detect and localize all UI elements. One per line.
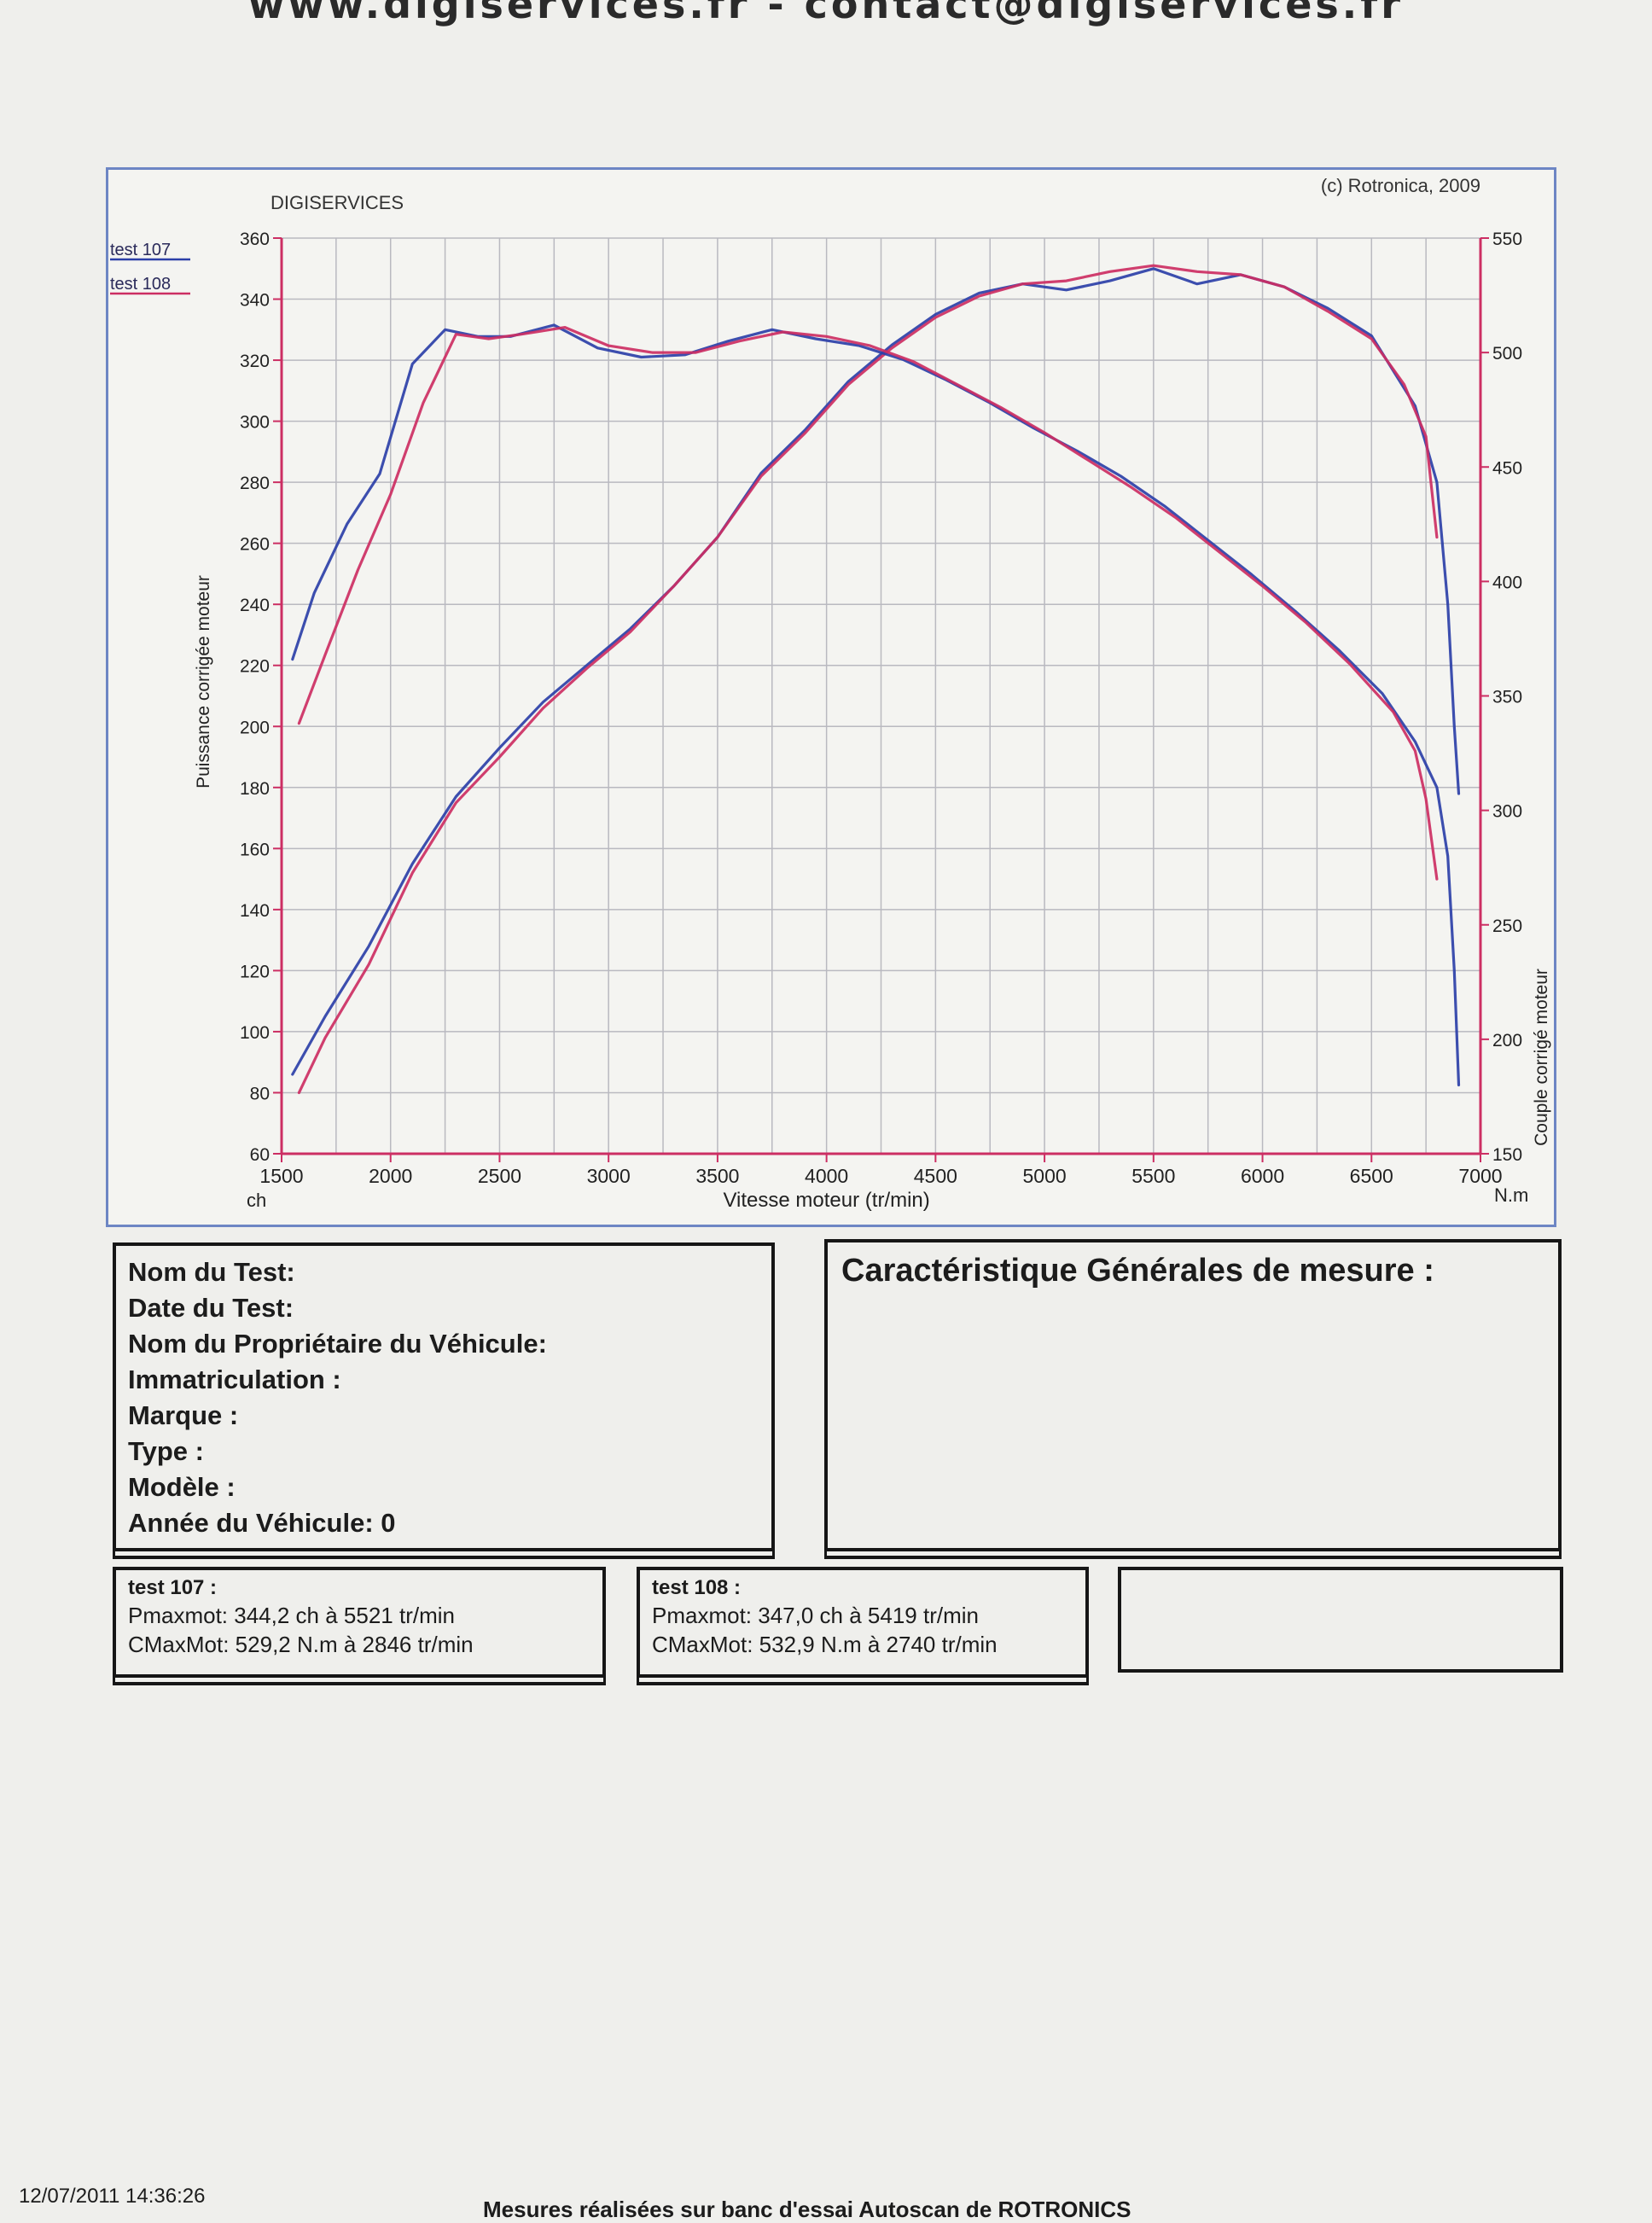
x-axis-label: Vitesse moteur (tr/min) [723,1189,929,1212]
x-tick-label: 6000 [1241,1165,1284,1187]
y-right-axis-label: Couple corrigé moteur [1532,969,1551,1146]
footer-note: Mesures réalisées sur banc d'essai Autos… [483,2197,1131,2222]
test-info-box: Nom du Test: Date du Test: Nom du Propri… [113,1242,775,1551]
measurement-box: Caractéristique Générales de mesure : [824,1239,1562,1551]
legend-label: test 107 [110,241,171,259]
y-left-tick-label: 80 [250,1084,270,1103]
y-left-tick-label: 220 [240,657,270,677]
model-label: Modèle : [128,1472,236,1502]
series-test-107-power-line [291,267,1461,1076]
y-left-tick-label: 60 [250,1145,270,1165]
brand-label: DIGISERVICES [270,192,404,213]
y-right-tick-label: 250 [1492,917,1522,936]
y-right-tick-label: 200 [1492,1031,1522,1050]
registration-label: Immatriculation : [128,1365,341,1394]
y-left-tick-label: 200 [240,718,270,737]
y-right-tick-label: 300 [1492,802,1522,822]
x-tick-label: 4000 [805,1165,848,1187]
y-left-tick-label: 360 [240,230,270,249]
x-tick-label: 4500 [914,1165,957,1187]
y-right-tick-label: 350 [1492,688,1522,707]
brand-label: Marque : [128,1400,239,1430]
type-label: Type : [128,1436,204,1466]
series-test-108-power-line [297,264,1439,1095]
chart-svg: 1500 2000 2500 3000 3500 4000 4500 5000 5500 6000… [110,175,1551,1212]
dyno-chart: 1500 2000 2500 3000 3500 4000 4500 5000 5500 6000… [106,167,1556,1227]
x-tick-label: 3500 [695,1165,739,1187]
header-url: www.digiservices.fr - contact@digiservic… [248,0,1404,27]
result-title: test 107 : [128,1576,218,1599]
x-tick-label: 2500 [478,1165,521,1187]
copyright-label: (c) Rotronica, 2009 [1321,175,1480,196]
result-cmax: CMaxMot: 532,9 N.m à 2740 tr/min [652,1632,998,1657]
test-name-label: Nom du Test: [128,1257,295,1287]
test-date-label: Date du Test: [128,1293,294,1323]
vehicle-year-label: Année du Véhicule: 0 [128,1508,396,1538]
y-left-tick-label: 320 [240,352,270,371]
x-tick-label: 1500 [259,1165,303,1187]
y-right-tick-label: 500 [1492,344,1522,364]
y-left-tick-label: 260 [240,535,270,555]
y-left-tick-label: 280 [240,474,270,493]
measurement-title: Caractéristique Générales de mesure : [841,1253,1434,1289]
x-tick-label: 5500 [1131,1165,1175,1187]
y-left-tick-label: 100 [240,1023,270,1043]
unit-right-label: N.m [1494,1184,1528,1206]
x-tick-label: 5000 [1023,1165,1067,1187]
legend-label: test 108 [110,275,171,294]
result-pmax: Pmaxmot: 347,0 ch à 5419 tr/min [652,1603,979,1628]
x-tick-label: 2000 [369,1165,412,1187]
y-left-tick-label: 140 [240,901,270,921]
y-left-tick-label: 240 [240,596,270,615]
x-tick-label: 7000 [1458,1165,1502,1187]
y-right-tick-label: 550 [1492,230,1522,249]
y-right-tick-label: 400 [1492,573,1522,592]
y-right-tick-label: 150 [1492,1145,1522,1165]
y-left-tick-label: 300 [240,413,270,433]
result-box-test-108: test 108 : Pmaxmot: 347,0 ch à 5419 tr/m… [637,1567,1089,1678]
y-left-axis-label: Puissance corrigée moteur [194,575,213,789]
owner-label: Nom du Propriétaire du Véhicule: [128,1329,547,1359]
y-right-tick-label: 450 [1492,458,1522,478]
y-left-tick-label: 180 [240,779,270,799]
x-tick-label: 3000 [587,1165,631,1187]
series-test-107-torque-line [291,323,1461,1087]
result-box-empty [1118,1567,1563,1673]
y-left-tick-label: 160 [240,840,270,859]
result-cmax: CMaxMot: 529,2 N.m à 2846 tr/min [128,1632,474,1657]
result-box-test-107: test 107 : Pmaxmot: 344,2 ch à 5521 tr/m… [113,1567,606,1678]
x-tick-label: 6500 [1350,1165,1393,1187]
result-pmax: Pmaxmot: 344,2 ch à 5521 tr/min [128,1603,455,1628]
result-title: test 108 : [652,1576,742,1599]
series-test-108-torque-line [297,326,1439,881]
y-left-tick-label: 120 [240,962,270,981]
y-left-tick-label: 340 [240,291,270,311]
footer-datetime: 12/07/2011 14:36:26 [19,2185,206,2208]
unit-left-label: ch [247,1190,266,1211]
